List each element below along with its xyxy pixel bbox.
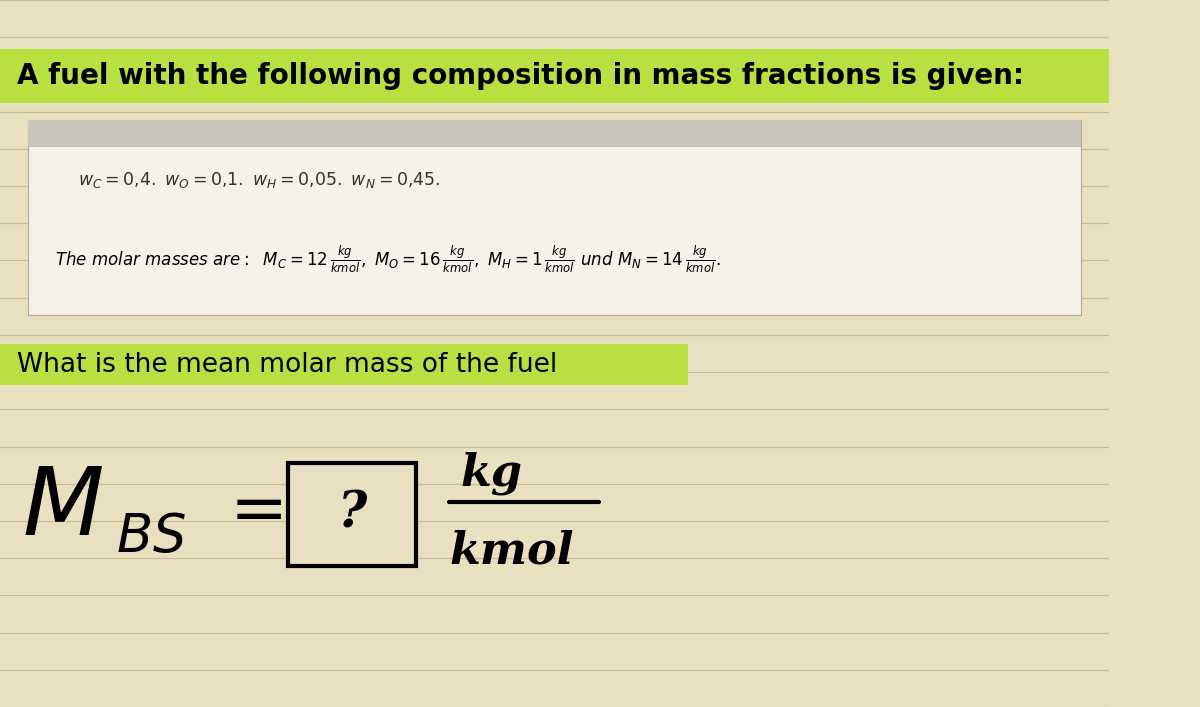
Text: $BS$: $BS$ — [116, 512, 186, 563]
Text: $w_C = 0{,}4.\ w_O = 0{,}1.\ w_H = 0{,}05.\ w_N = 0{,}45.$: $w_C = 0{,}4.\ w_O = 0{,}1.\ w_H = 0{,}0… — [78, 170, 440, 190]
FancyBboxPatch shape — [0, 344, 688, 385]
FancyBboxPatch shape — [28, 120, 1081, 147]
Text: What is the mean molar mass of the fuel: What is the mean molar mass of the fuel — [17, 352, 557, 378]
Text: A fuel with the following composition in mass fractions is given:: A fuel with the following composition in… — [17, 62, 1024, 90]
FancyBboxPatch shape — [288, 463, 416, 566]
Text: ?: ? — [337, 490, 367, 539]
Text: $M$: $M$ — [22, 464, 103, 554]
Text: $=$: $=$ — [216, 476, 283, 542]
Text: $\mathit{The\ molar\ masses\ are{:}}$$\ \ M_C = 12\,\frac{kg}{kmol},\ M_O = 16\,: $\mathit{The\ molar\ masses\ are{:}}$$\ … — [55, 244, 721, 276]
Text: kg: kg — [461, 452, 522, 496]
FancyBboxPatch shape — [0, 49, 1109, 103]
FancyBboxPatch shape — [28, 120, 1081, 315]
Text: kmol: kmol — [449, 530, 574, 573]
